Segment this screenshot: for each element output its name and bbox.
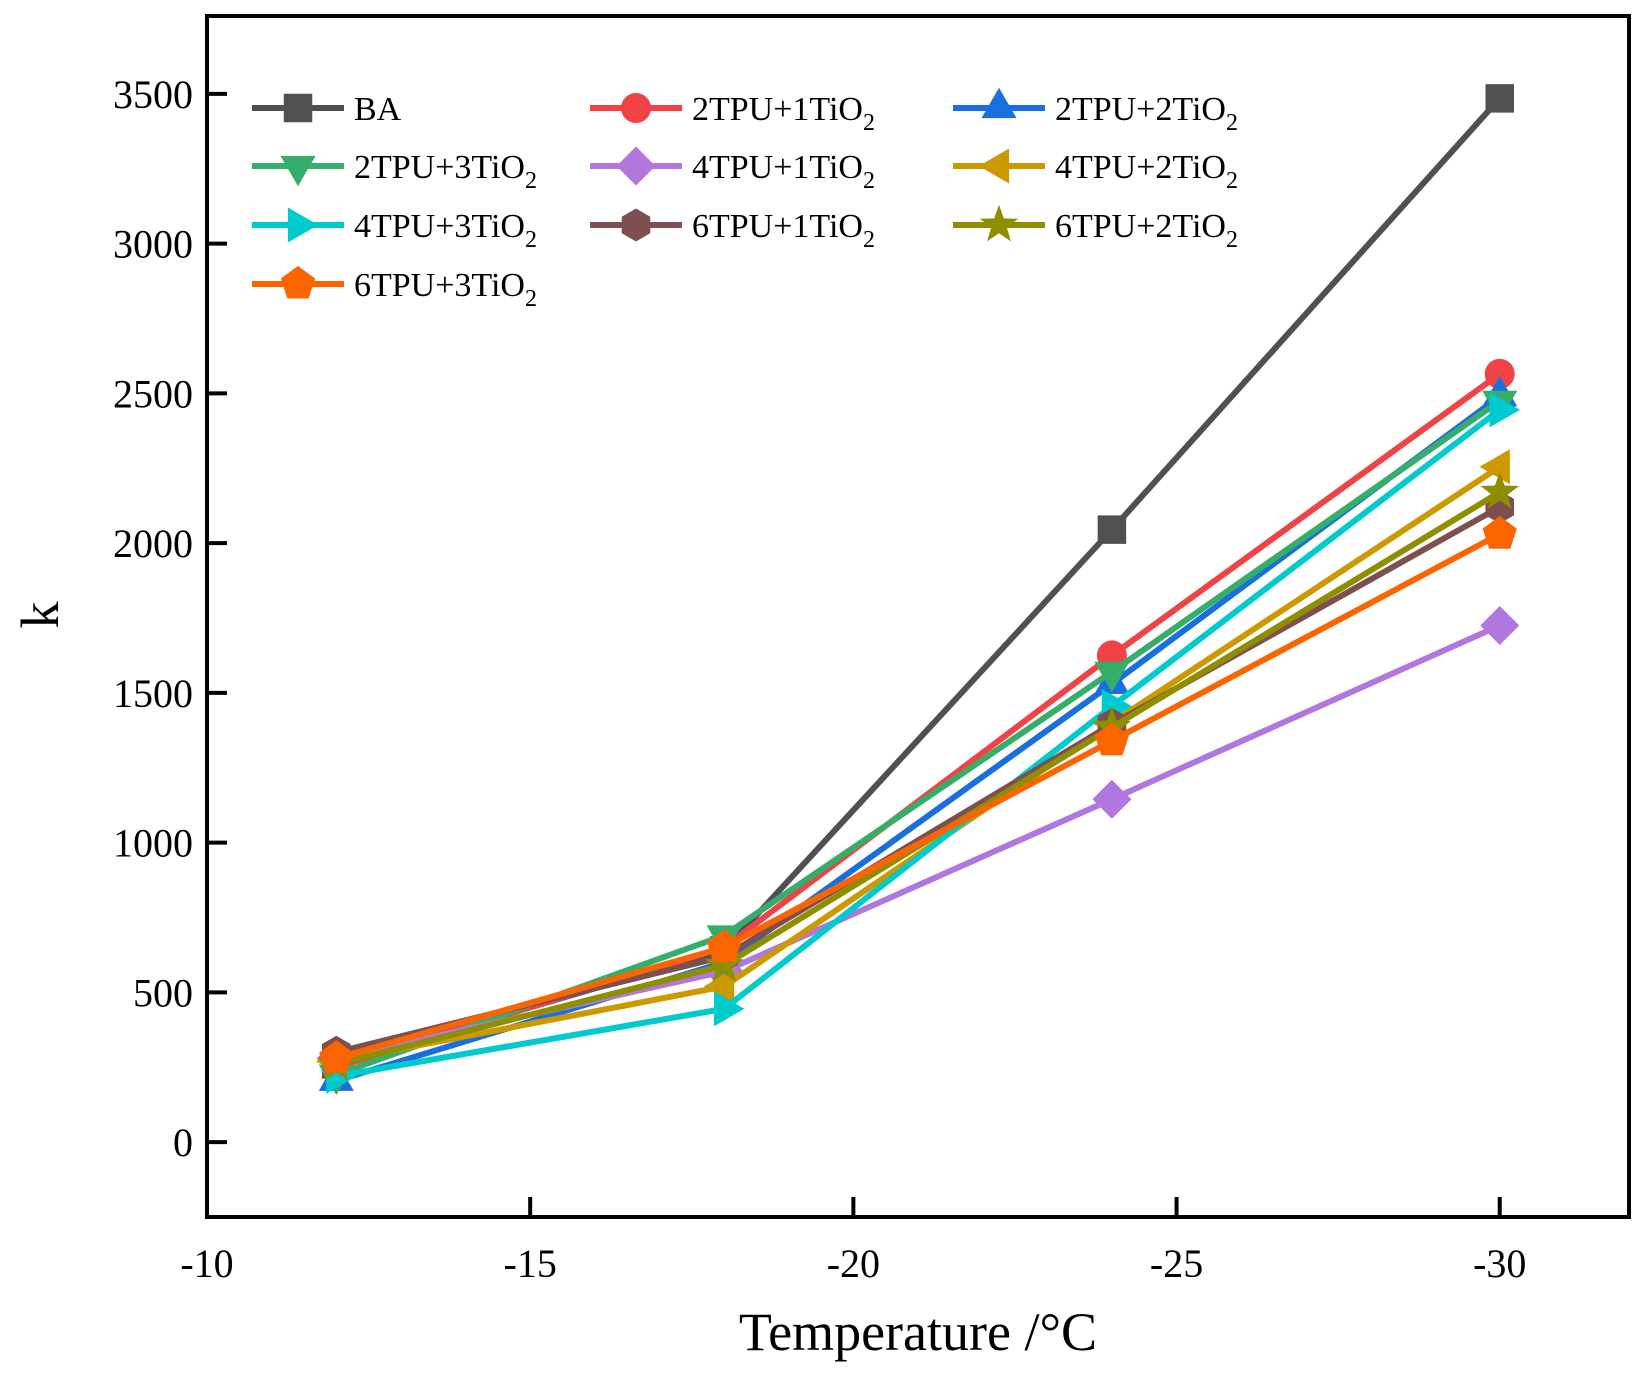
series-2 — [318, 376, 1518, 1091]
data-point — [1489, 392, 1520, 428]
legend-label-text: 6TPU+1TiO — [692, 208, 863, 245]
legend-label-text: 2TPU+1TiO — [692, 91, 863, 128]
legend-label-subscript: 2 — [525, 286, 537, 312]
data-point — [1485, 84, 1514, 113]
legend-label-text: 4TPU+3TiO — [354, 208, 525, 245]
series-line — [335, 371, 1502, 1071]
series-line — [335, 464, 1502, 1065]
data-point — [703, 968, 735, 1004]
legend-entry: 2TPU+2TiO2 — [953, 87, 1238, 136]
legend-label-subscript: 2 — [863, 168, 875, 194]
y-tick-label: 0 — [173, 1120, 193, 1165]
legend-label-text: 2TPU+2TiO — [1055, 91, 1226, 128]
legend-label: 4TPU+3TiO2 — [354, 208, 537, 253]
y-tick-label: 2000 — [113, 521, 193, 566]
legend-marker — [287, 207, 319, 243]
x-tick-label: -30 — [1473, 1241, 1526, 1286]
legend-label: 2TPU+3TiO2 — [354, 149, 537, 194]
legend-marker — [621, 93, 651, 123]
series-line — [335, 531, 1502, 1062]
legend-entry: 2TPU+3TiO2 — [252, 149, 537, 194]
series-line — [335, 489, 1502, 1068]
x-tick-label: -25 — [1150, 1241, 1203, 1286]
legend-label-subscript: 2 — [525, 168, 537, 194]
legend-entry: 2TPU+1TiO2 — [590, 91, 875, 136]
legend-label-text: 6TPU+2TiO — [1055, 208, 1226, 245]
x-axis-label: Temperature /°C — [739, 1302, 1097, 1362]
legend-marker — [979, 204, 1019, 242]
legend-marker — [981, 87, 1017, 119]
legend-entry: 6TPU+3TiO2 — [252, 266, 537, 312]
legend-entry: 6TPU+2TiO2 — [953, 204, 1238, 253]
legend-label: 2TPU+1TiO2 — [692, 91, 875, 136]
y-axis-label: k — [10, 602, 70, 629]
legend-label: 4TPU+1TiO2 — [692, 149, 875, 194]
legend-label-subscript: 2 — [525, 227, 537, 253]
legend-entry: 4TPU+3TiO2 — [252, 207, 537, 253]
data-point — [1482, 516, 1517, 549]
legend-marker — [283, 93, 313, 123]
legend-marker — [280, 266, 316, 299]
legend-label: 6TPU+2TiO2 — [1055, 208, 1238, 253]
data-point — [1484, 358, 1515, 389]
data-point — [706, 929, 742, 963]
legend-label-subscript: 2 — [863, 227, 875, 253]
data-point — [1094, 661, 1130, 693]
legend-label-subscript: 2 — [1226, 168, 1238, 194]
series-9 — [319, 516, 1517, 1073]
legend-label: 6TPU+1TiO2 — [692, 208, 875, 253]
legend-label-text: 6TPU+3TiO — [354, 267, 525, 304]
legend-entry: 6TPU+1TiO2 — [590, 208, 875, 253]
legend-label: 4TPU+2TiO2 — [1055, 149, 1238, 194]
data-point — [713, 991, 745, 1027]
legend-label: 2TPU+2TiO2 — [1055, 91, 1238, 136]
series-5 — [316, 449, 1510, 1079]
legend-label-text: 4TPU+2TiO — [1055, 149, 1226, 186]
legend-label-text: 4TPU+1TiO — [692, 149, 863, 186]
data-point — [1480, 471, 1519, 509]
legend-marker — [280, 155, 316, 187]
series-line — [335, 504, 1502, 1056]
data-point — [704, 945, 744, 982]
legend-marker — [616, 146, 656, 186]
legend-label-subscript: 2 — [1226, 110, 1238, 136]
legend-marker — [621, 208, 651, 242]
y-tick-label: 1500 — [113, 671, 193, 716]
series-line — [335, 407, 1502, 1080]
legend-label: BA — [354, 91, 402, 128]
y-tick-label: 2500 — [113, 371, 193, 416]
x-tick-label: -15 — [504, 1241, 557, 1286]
legend-label-subscript: 2 — [1226, 227, 1238, 253]
data-point — [1097, 515, 1127, 544]
y-tick-label: 3500 — [113, 72, 193, 117]
y-tick-label: 500 — [133, 970, 193, 1015]
series-6 — [326, 392, 1520, 1094]
x-tick-label: -10 — [180, 1241, 233, 1286]
y-tick-label: 3000 — [113, 222, 193, 267]
x-tick-label: -20 — [827, 1241, 880, 1286]
series-8 — [317, 471, 1519, 1081]
y-tick-label: 1000 — [113, 821, 193, 866]
series-1 — [321, 358, 1515, 1083]
legend-label-text: 2TPU+3TiO — [354, 149, 525, 186]
data-point — [1094, 722, 1130, 756]
plot-frame — [205, 14, 1631, 1219]
data-point — [1479, 449, 1510, 485]
legend-entry: 4TPU+1TiO2 — [590, 146, 875, 194]
legend-label: 6TPU+3TiO2 — [354, 267, 537, 312]
legend-entry: 4TPU+2TiO2 — [953, 148, 1238, 194]
data-point — [1480, 605, 1520, 645]
legend-label-subscript: 2 — [863, 110, 875, 136]
legend-entry: BA — [252, 91, 402, 128]
data-point — [319, 1040, 354, 1073]
data-point — [1092, 779, 1132, 819]
legend-marker — [978, 148, 1010, 184]
legend-label-text: BA — [354, 91, 402, 128]
